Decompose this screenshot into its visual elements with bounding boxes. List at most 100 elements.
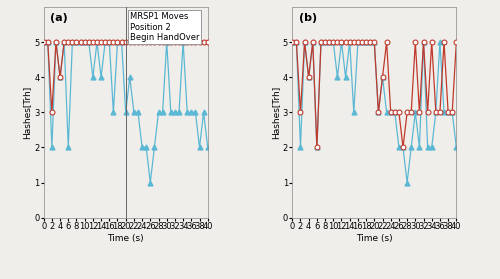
select_hash_chain(MRSP2) <box>326 40 332 44</box>
select_hash_chain(MRSP2) <box>412 110 418 114</box>
select_hash_chain(MRSP2) <box>363 40 369 44</box>
Flex_hash_chain(MRSP1) <box>172 40 178 44</box>
select_hash_chain(MRSP1) <box>184 110 190 114</box>
Flex_hash_chain(MRSP1) <box>66 40 71 44</box>
Flex_hash_chain(MRSP2) <box>302 40 308 44</box>
select_hash_chain(MRSP2) <box>400 146 406 149</box>
select_hash_chain(MRSP2) <box>380 76 386 79</box>
select_hash_chain(MRSP2) <box>290 40 296 44</box>
select_hash_chain(MRSP2) <box>298 146 304 149</box>
select_hash_chain(MRSP2) <box>441 110 447 114</box>
Flex_hash_chain(MRSP2) <box>392 110 398 114</box>
Flex_hash_chain(MRSP1) <box>78 40 84 44</box>
select_hash_chain(MRSP2) <box>392 110 398 114</box>
Flex_hash_chain(MRSP1) <box>139 40 145 44</box>
Flex_hash_chain(MRSP2) <box>412 40 418 44</box>
Flex_hash_chain(MRSP2) <box>404 110 410 114</box>
Flex_hash_chain(MRSP1) <box>160 40 166 44</box>
select_hash_chain(MRSP2) <box>302 40 308 44</box>
select_hash_chain(MRSP1) <box>180 40 186 44</box>
select_hash_chain(MRSP1) <box>70 40 75 44</box>
Flex_hash_chain(MRSP1) <box>106 40 112 44</box>
Flex_hash_chain(MRSP1) <box>94 40 100 44</box>
select_hash_chain(MRSP2) <box>408 146 414 149</box>
Flex_hash_chain(MRSP2) <box>363 40 369 44</box>
Flex_hash_chain(MRSP2) <box>441 40 447 44</box>
select_hash_chain(MRSP1) <box>82 40 87 44</box>
select_hash_chain(MRSP2) <box>306 76 312 79</box>
select_hash_chain(MRSP2) <box>428 146 434 149</box>
select_hash_chain(MRSP1) <box>204 146 210 149</box>
Flex_hash_chain(MRSP2) <box>330 40 336 44</box>
select_hash_chain(MRSP1) <box>106 40 112 44</box>
select_hash_chain(MRSP2) <box>322 40 328 44</box>
Line: Flex_hash_chain(MRSP1): Flex_hash_chain(MRSP1) <box>41 40 210 115</box>
Flex_hash_chain(MRSP2) <box>388 110 394 114</box>
Flex_hash_chain(MRSP2) <box>298 110 304 114</box>
select_hash_chain(MRSP1) <box>131 110 137 114</box>
select_hash_chain(MRSP2) <box>404 181 410 184</box>
Flex_hash_chain(MRSP1) <box>74 40 80 44</box>
select_hash_chain(MRSP1) <box>102 40 108 44</box>
Flex_hash_chain(MRSP2) <box>322 40 328 44</box>
select_hash_chain(MRSP1) <box>78 40 84 44</box>
Text: (a): (a) <box>50 13 68 23</box>
select_hash_chain(MRSP2) <box>449 110 455 114</box>
Flex_hash_chain(MRSP1) <box>98 40 104 44</box>
Y-axis label: Hashes[Trh]: Hashes[Trh] <box>271 86 280 139</box>
Flex_hash_chain(MRSP1) <box>148 40 154 44</box>
Flex_hash_chain(MRSP2) <box>367 40 373 44</box>
Flex_hash_chain(MRSP1) <box>70 40 75 44</box>
Flex_hash_chain(MRSP2) <box>342 40 348 44</box>
Flex_hash_chain(MRSP2) <box>380 76 386 79</box>
select_hash_chain(MRSP2) <box>367 40 373 44</box>
select_hash_chain(MRSP2) <box>420 40 426 44</box>
select_hash_chain(MRSP1) <box>188 110 194 114</box>
select_hash_chain(MRSP1) <box>90 76 96 79</box>
Flex_hash_chain(MRSP1) <box>53 40 59 44</box>
Flex_hash_chain(MRSP2) <box>428 40 434 44</box>
select_hash_chain(MRSP1) <box>66 146 71 149</box>
Flex_hash_chain(MRSP1) <box>61 40 67 44</box>
select_hash_chain(MRSP1) <box>86 40 92 44</box>
select_hash_chain(MRSP1) <box>49 146 55 149</box>
Text: MRSP1 Moves
Position 2
Begin HandOver: MRSP1 Moves Position 2 Begin HandOver <box>130 12 200 42</box>
select_hash_chain(MRSP2) <box>355 40 361 44</box>
Flex_hash_chain(MRSP1) <box>114 40 120 44</box>
select_hash_chain(MRSP2) <box>384 110 390 114</box>
Line: select_hash_chain(MRSP1): select_hash_chain(MRSP1) <box>41 40 210 185</box>
select_hash_chain(MRSP1) <box>148 181 154 184</box>
select_hash_chain(MRSP1) <box>172 110 178 114</box>
Flex_hash_chain(MRSP2) <box>454 40 460 44</box>
select_hash_chain(MRSP2) <box>338 40 344 44</box>
select_hash_chain(MRSP2) <box>424 146 430 149</box>
Line: select_hash_chain(MRSP2): select_hash_chain(MRSP2) <box>290 40 459 185</box>
select_hash_chain(MRSP2) <box>372 40 378 44</box>
select_hash_chain(MRSP1) <box>160 110 166 114</box>
Flex_hash_chain(MRSP2) <box>376 110 382 114</box>
Flex_hash_chain(MRSP2) <box>318 40 324 44</box>
Flex_hash_chain(MRSP2) <box>359 40 365 44</box>
select_hash_chain(MRSP1) <box>114 40 120 44</box>
Flex_hash_chain(MRSP2) <box>306 76 312 79</box>
Flex_hash_chain(MRSP1) <box>192 40 198 44</box>
select_hash_chain(MRSP1) <box>45 40 51 44</box>
Flex_hash_chain(MRSP2) <box>338 40 344 44</box>
Flex_hash_chain(MRSP1) <box>180 40 186 44</box>
select_hash_chain(MRSP1) <box>200 110 206 114</box>
select_hash_chain(MRSP2) <box>454 146 460 149</box>
select_hash_chain(MRSP1) <box>118 40 124 44</box>
Flex_hash_chain(MRSP1) <box>188 40 194 44</box>
Flex_hash_chain(MRSP2) <box>420 40 426 44</box>
Text: (b): (b) <box>299 13 317 23</box>
Flex_hash_chain(MRSP1) <box>204 40 210 44</box>
Flex_hash_chain(MRSP1) <box>184 40 190 44</box>
select_hash_chain(MRSP2) <box>376 110 382 114</box>
Flex_hash_chain(MRSP1) <box>135 40 141 44</box>
Flex_hash_chain(MRSP1) <box>164 40 170 44</box>
select_hash_chain(MRSP2) <box>346 40 352 44</box>
Flex_hash_chain(MRSP1) <box>40 40 46 44</box>
Flex_hash_chain(MRSP1) <box>45 40 51 44</box>
Flex_hash_chain(MRSP2) <box>310 40 316 44</box>
Flex_hash_chain(MRSP2) <box>351 40 357 44</box>
